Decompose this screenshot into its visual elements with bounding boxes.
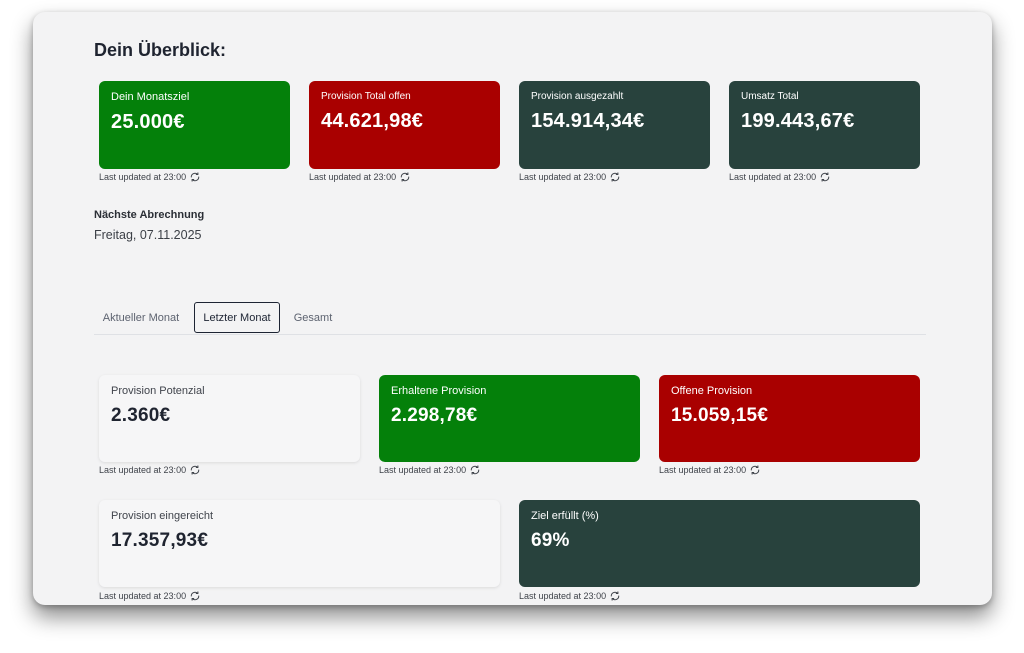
card-value: 199.443,67€ <box>741 110 855 132</box>
last-updated-text: Last updated at 23:00 <box>659 465 747 475</box>
next-billing-date: Freitag, 07.11.2025 <box>94 228 202 242</box>
card-commission-open: Provision Total offen 44.621,98€ <box>309 81 500 169</box>
last-updated-text: Last updated at 23:00 <box>99 172 187 182</box>
card-value: 2.298,78€ <box>391 405 478 426</box>
last-updated-text: Last updated at 23:00 <box>379 465 467 475</box>
card-value: 69% <box>531 530 570 551</box>
refresh-icon[interactable] <box>470 465 480 475</box>
card-label: Dein Monatsziel <box>111 91 190 103</box>
card-value: 25.000€ <box>111 111 185 133</box>
card-monthly-goal: Dein Monatsziel 25.000€ <box>99 81 290 169</box>
last-updated: Last updated at 23:00 <box>99 591 200 601</box>
card-value: 154.914,34€ <box>531 110 645 132</box>
card-commission-received: Erhaltene Provision 2.298,78€ <box>379 375 640 462</box>
last-updated-text: Last updated at 23:00 <box>519 172 607 182</box>
last-updated: Last updated at 23:00 <box>729 172 830 182</box>
last-updated-text: Last updated at 23:00 <box>99 465 187 475</box>
card-label: Provision eingereicht <box>111 510 214 522</box>
refresh-icon[interactable] <box>190 591 200 601</box>
card-label: Offene Provision <box>671 385 753 397</box>
card-value: 2.360€ <box>111 405 171 426</box>
refresh-icon[interactable] <box>190 172 200 182</box>
card-commission-potential: Provision Potenzial 2.360€ <box>99 375 360 462</box>
card-commission-outstanding: Offene Provision 15.059,15€ <box>659 375 920 462</box>
page-title: Dein Überblick: <box>94 40 227 60</box>
refresh-icon[interactable] <box>750 465 760 475</box>
refresh-icon[interactable] <box>190 465 200 475</box>
tab-total[interactable]: Gesamt <box>293 311 333 324</box>
dashboard-window: Dein Überblick: Dein Monatsziel 25.000€ … <box>33 12 992 605</box>
card-label: Provision ausgezahlt <box>531 91 624 102</box>
card-commission-paid: Provision ausgezahlt 154.914,34€ <box>519 81 710 169</box>
card-revenue-total: Umsatz Total 199.443,67€ <box>729 81 920 169</box>
card-label: Provision Total offen <box>321 91 411 102</box>
card-commission-submitted: Provision eingereicht 17.357,93€ <box>99 500 500 587</box>
refresh-icon[interactable] <box>610 172 620 182</box>
card-value: 17.357,93€ <box>111 530 209 551</box>
last-updated: Last updated at 23:00 <box>519 591 620 601</box>
card-label: Umsatz Total <box>741 91 799 102</box>
card-value: 15.059,15€ <box>671 405 769 426</box>
tab-divider <box>94 334 926 335</box>
next-billing-label: Nächste Abrechnung <box>94 209 205 221</box>
refresh-icon[interactable] <box>820 172 830 182</box>
last-updated: Last updated at 23:00 <box>519 172 620 182</box>
last-updated: Last updated at 23:00 <box>99 465 200 475</box>
card-label: Provision Potenzial <box>111 385 205 397</box>
last-updated: Last updated at 23:00 <box>99 172 200 182</box>
last-updated: Last updated at 23:00 <box>309 172 410 182</box>
last-updated: Last updated at 23:00 <box>379 465 480 475</box>
card-label: Erhaltene Provision <box>391 385 487 397</box>
last-updated-text: Last updated at 23:00 <box>309 172 397 182</box>
card-goal-achieved: Ziel erfüllt (%) 69% <box>519 500 920 587</box>
tab-last-month[interactable]: Letzter Monat <box>194 302 280 333</box>
last-updated: Last updated at 23:00 <box>659 465 760 475</box>
refresh-icon[interactable] <box>400 172 410 182</box>
refresh-icon[interactable] <box>610 591 620 601</box>
last-updated-text: Last updated at 23:00 <box>729 172 817 182</box>
card-label: Ziel erfüllt (%) <box>531 510 599 522</box>
tab-current-month[interactable]: Aktueller Monat <box>102 311 180 324</box>
card-value: 44.621,98€ <box>321 110 424 132</box>
last-updated-text: Last updated at 23:00 <box>519 591 607 601</box>
last-updated-text: Last updated at 23:00 <box>99 591 187 601</box>
